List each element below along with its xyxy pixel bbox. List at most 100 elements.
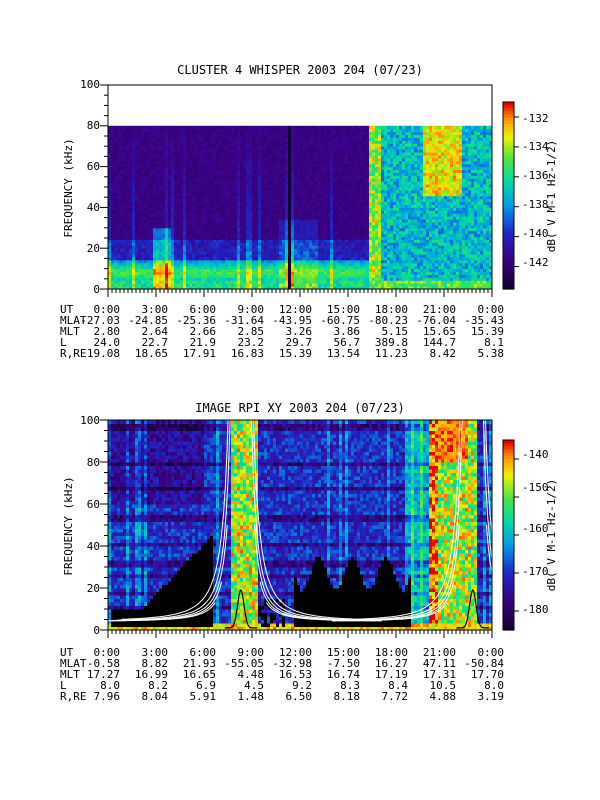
spectrogram-cell [264,221,268,226]
spectrogram-cell [237,239,241,243]
spectrogram-cell [264,286,268,289]
spectrogram-cell [207,230,211,235]
spectrogram-cell [330,221,334,226]
spectrogram-cell [342,184,346,188]
spectrogram-cell [318,233,322,238]
spectrogram-cell [258,274,262,278]
spectrogram-cell [180,154,184,159]
spectrogram-cell [321,239,325,243]
spectrogram-cell [255,166,259,171]
spectrogram-cell [267,184,271,188]
spectrogram-cell [315,230,319,235]
spectrogram-cell [282,245,286,249]
spectrogram-cell [189,149,193,153]
spectrogram-cell [123,268,127,273]
spectrogram-cell [348,189,352,194]
spectrogram-cell [138,195,142,200]
spectrogram-cell [180,242,184,246]
spectrogram-cell [213,134,217,138]
spectrogram-cell [270,213,274,217]
spectrogram-cell [348,201,352,205]
spectrogram-cell [165,283,169,287]
spectrogram-cell [144,152,148,156]
spectrogram-cell [153,152,157,156]
spectrogram-cell [219,137,223,141]
spectrogram-cell [183,280,187,284]
spectrogram-cell [342,134,346,138]
spectrogram-cell [321,192,325,197]
spectrogram-cell [195,286,199,289]
spectrogram-cell [135,154,139,159]
spectrogram-cell [264,236,268,240]
spectrogram-cell [201,160,205,165]
spectrogram-cell [159,175,163,179]
spectrogram-cell [342,178,346,182]
spectrogram-cell [147,224,151,229]
spectrogram-cell [150,233,154,238]
spectrogram-cell [336,277,340,281]
spectrogram-cell [324,198,328,203]
spectrogram-cell [246,256,250,261]
spectrogram-cell [159,242,163,246]
spectrogram-cell [321,181,325,185]
spectrogram-cell [369,178,373,182]
spectrogram-cell [111,230,115,235]
spectrogram-cell [117,192,121,197]
spectrogram-cell [324,274,328,278]
spectrogram-cell [219,259,223,264]
spectrogram-cell [366,152,370,156]
spectrogram-cell [288,207,292,211]
spectrogram-cell [225,198,229,203]
spectrogram-cell [177,134,181,138]
spectrogram-cell [261,227,265,232]
spectrogram-cell [129,227,133,232]
spectrogram-cell [261,172,265,176]
spectrogram-cell [204,198,208,203]
spectrogram-cell [174,160,178,165]
spectrogram-cell [348,213,352,217]
spectrogram-cell [144,248,148,252]
spectrogram-cell [255,178,259,182]
spectrogram-cell [372,131,376,136]
spectrogram-cell [249,175,253,179]
spectrogram-cell [231,242,235,246]
spectrogram-cell [282,157,286,162]
spectrogram-cell [120,239,124,243]
spectrogram-cell [177,248,181,252]
spectrogram-cell [108,154,112,159]
spectrogram-cell [207,152,211,156]
spectrogram-cell [255,256,259,261]
spectrogram-cell [171,283,175,287]
spectrogram-cell [186,175,190,179]
spectrogram-cell [144,227,148,232]
spectrogram-cell [147,245,151,249]
spectrogram-cell [138,184,142,188]
spectrogram-cell [204,283,208,287]
spectrogram-cell [369,227,373,232]
spectrogram-cell [123,160,127,165]
spectrogram-cell [174,178,178,182]
spectrogram-cell [231,131,235,136]
spectrogram-cell [306,216,310,220]
spectrogram-cell [306,178,310,182]
spectrogram-cell [183,271,187,275]
spectrogram-cell [219,166,223,171]
spectrogram-cell [216,268,220,273]
spectrogram-cell [117,140,121,144]
spectrogram-cell [309,143,313,147]
spectrogram-cell [363,178,367,182]
spectrogram-cell [252,140,256,144]
spectrogram-cell [114,268,118,273]
spectrogram-cell [351,271,355,275]
spectrogram-cell [345,157,349,162]
spectrogram-cell [252,189,256,194]
spectrogram-cell [126,134,130,138]
spectrogram-cell [294,256,298,261]
spectrogram-cell [321,157,325,162]
spectrogram-cell [279,172,283,176]
spectrogram-cell [129,128,133,133]
spectrogram-cell [198,256,202,261]
spectrogram-cell [174,134,178,138]
spectrogram-cell [249,236,253,240]
spectrogram-cell [303,219,307,223]
